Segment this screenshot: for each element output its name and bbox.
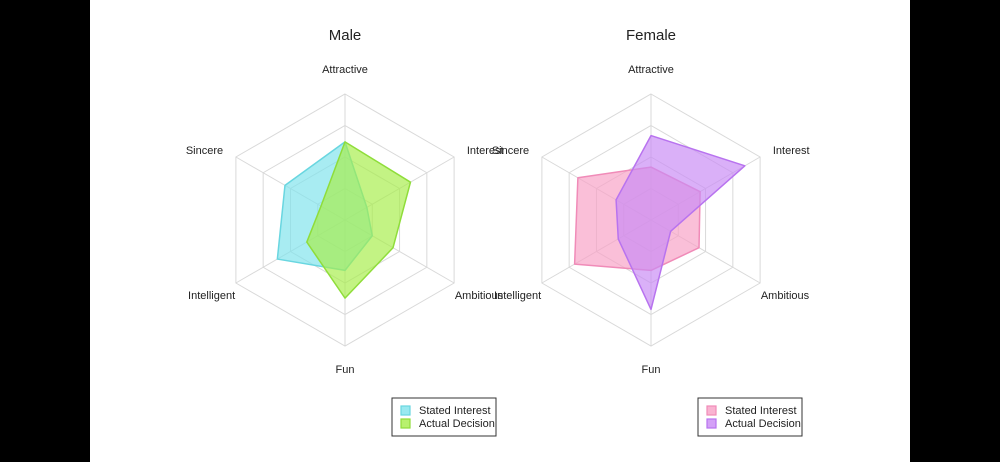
axis-label-fun: Fun xyxy=(642,364,661,376)
legend-label: Actual Decision xyxy=(419,418,495,430)
radar-charts-svg: Male Attractive Interest Ambitious Fun Intell… xyxy=(186,27,810,437)
axis-label-attractive: Attractive xyxy=(322,64,368,76)
axis-label-interest: Interest xyxy=(467,145,504,157)
legend-box xyxy=(391,397,497,437)
radar-chart-male: Male Attractive Interest Ambitious Fun Intell… xyxy=(186,27,504,437)
axis-label-attractive: Attractive xyxy=(628,64,674,76)
legend-label: Actual Decision xyxy=(725,418,801,430)
axis-label-sincere: Sincere xyxy=(186,145,223,157)
series-actual-decision-polygon xyxy=(306,141,412,299)
legend-label: Stated Interest xyxy=(725,405,797,417)
legend-box xyxy=(697,397,803,437)
legend-label: Stated Interest xyxy=(419,405,491,417)
legend-swatch xyxy=(706,418,717,429)
axis-label-sincere: Sincere xyxy=(492,145,529,157)
radar-chart-female: Female Attractive Interest Ambitious Fun Inte… xyxy=(492,27,810,437)
legend-swatch xyxy=(706,405,717,416)
axis-label-intelligent: Intelligent xyxy=(494,290,541,302)
chart-title: Male xyxy=(329,27,362,44)
axis-label-ambitious: Ambitious xyxy=(761,290,810,302)
axis-label-intelligent: Intelligent xyxy=(188,290,235,302)
chart-canvas: Male Attractive Interest Ambitious Fun Intell… xyxy=(90,0,910,462)
legend-swatch xyxy=(400,418,411,429)
axis-label-interest: Interest xyxy=(773,145,810,157)
chart-title: Female xyxy=(626,27,676,44)
axis-label-fun: Fun xyxy=(336,364,355,376)
legend-swatch xyxy=(400,405,411,416)
series-actual-decision-polygon xyxy=(615,134,746,311)
axis-label-ambitious: Ambitious xyxy=(455,290,504,302)
